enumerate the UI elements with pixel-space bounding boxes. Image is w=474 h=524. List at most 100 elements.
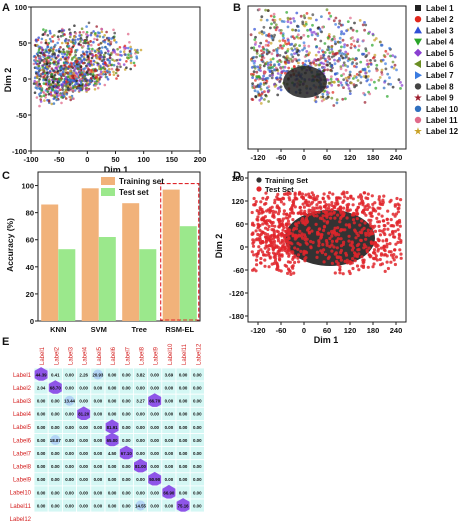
scatter-point bbox=[364, 23, 368, 27]
scatter-point bbox=[350, 81, 353, 85]
row-label: Label2 bbox=[13, 386, 32, 392]
scatter-point bbox=[119, 65, 122, 69]
scatter-point bbox=[64, 97, 68, 100]
test-set-point bbox=[277, 207, 281, 211]
test-set-point bbox=[267, 224, 271, 229]
panel-b-letter: B bbox=[233, 2, 241, 14]
test-set-point bbox=[371, 265, 375, 269]
scatter-point bbox=[351, 57, 355, 61]
cell-value: 18.87 bbox=[50, 438, 62, 443]
cell-value: 0.00 bbox=[136, 386, 145, 391]
scatter-point bbox=[115, 77, 118, 80]
test-set-point bbox=[369, 211, 373, 215]
scatter-point bbox=[330, 64, 333, 67]
scatter-point bbox=[306, 34, 310, 38]
test-set-point bbox=[328, 191, 332, 195]
test-set-point bbox=[266, 233, 270, 237]
test-set-point bbox=[330, 239, 334, 243]
scatter-point bbox=[116, 47, 119, 51]
scatter-point bbox=[357, 73, 361, 77]
scatter-point bbox=[277, 62, 281, 66]
scatter-point bbox=[364, 76, 368, 79]
scatter-point bbox=[327, 45, 330, 49]
scatter-point bbox=[291, 35, 295, 38]
scatter-point bbox=[270, 76, 274, 80]
scatter-point bbox=[38, 104, 41, 108]
scatter-point bbox=[314, 100, 318, 104]
scatter-point bbox=[260, 58, 264, 62]
scatter-point bbox=[333, 80, 336, 84]
cell-value: 0.00 bbox=[179, 412, 188, 417]
cell-value: 3.27 bbox=[136, 399, 145, 404]
scatter-point bbox=[333, 62, 337, 66]
test-set-point bbox=[346, 205, 350, 209]
scatter-point bbox=[276, 93, 280, 97]
heatmap-cell bbox=[47, 511, 63, 524]
test-set-point bbox=[382, 227, 386, 231]
cell-value: 0.00 bbox=[150, 451, 159, 456]
test-set-point bbox=[388, 242, 392, 246]
cell-value: 0.00 bbox=[51, 425, 60, 430]
test-set-point bbox=[286, 271, 290, 275]
cell-value: 2.26 bbox=[79, 372, 88, 377]
scatter-point bbox=[66, 75, 70, 79]
test-set-point bbox=[315, 255, 319, 259]
scatter-point bbox=[64, 39, 67, 43]
row-label: Label10 bbox=[10, 491, 32, 497]
scatter-point bbox=[114, 71, 118, 75]
scatter-point bbox=[266, 89, 270, 93]
scatter-point bbox=[53, 91, 57, 94]
x-tick-label: 240 bbox=[390, 153, 403, 162]
test-set-point bbox=[280, 219, 284, 223]
scatter-point bbox=[255, 85, 258, 89]
scatter-point bbox=[55, 49, 58, 52]
scatter-point bbox=[118, 58, 122, 62]
test-set-point bbox=[389, 218, 393, 222]
scatter-point bbox=[116, 65, 119, 69]
scatter-point bbox=[393, 63, 397, 67]
scatter-point bbox=[260, 49, 263, 52]
test-set-point bbox=[270, 228, 274, 232]
scatter-point bbox=[96, 78, 99, 82]
scatter-point bbox=[110, 63, 114, 67]
y-tick-label: 100 bbox=[21, 182, 34, 191]
scatter-point bbox=[374, 86, 378, 90]
test-set-point bbox=[262, 253, 266, 257]
legend-label: Test Set bbox=[265, 185, 294, 194]
scatter-point bbox=[51, 53, 54, 56]
x-tick-label: 0 bbox=[85, 155, 89, 164]
test-set-point bbox=[334, 201, 338, 205]
scatter-point bbox=[252, 55, 256, 59]
test-set-point bbox=[307, 200, 311, 204]
test-set-point bbox=[314, 206, 318, 210]
test-set-point bbox=[254, 258, 259, 262]
test-set-point bbox=[290, 208, 294, 212]
test-set-point bbox=[386, 209, 390, 213]
scatter-point bbox=[105, 30, 108, 34]
scatter-point bbox=[80, 27, 84, 31]
test-set-point bbox=[291, 218, 295, 222]
scatter-point bbox=[353, 74, 357, 78]
x-tick-label: 100 bbox=[137, 155, 150, 164]
scatter-point bbox=[251, 82, 255, 85]
scatter-point bbox=[326, 36, 330, 39]
scatter-point bbox=[393, 55, 397, 59]
scatter-point bbox=[306, 28, 309, 32]
scatter-point bbox=[338, 19, 342, 23]
scatter-point bbox=[47, 60, 51, 63]
scatter-point bbox=[129, 52, 133, 55]
scatter-point bbox=[47, 100, 51, 103]
test-set-point bbox=[345, 190, 349, 195]
test-set-point bbox=[273, 198, 277, 202]
test-set-point bbox=[255, 217, 259, 221]
test-set-point bbox=[331, 192, 335, 196]
y-tick-label: 0 bbox=[23, 75, 27, 84]
scatter-point bbox=[39, 51, 42, 55]
scatter-point bbox=[363, 101, 367, 104]
scatter-point bbox=[52, 102, 56, 105]
cell-value: 0.00 bbox=[37, 438, 46, 443]
scatter-point bbox=[341, 64, 345, 67]
highlight-hexagon bbox=[105, 419, 119, 435]
scatter-point bbox=[109, 40, 113, 44]
test-set-point bbox=[360, 219, 364, 223]
